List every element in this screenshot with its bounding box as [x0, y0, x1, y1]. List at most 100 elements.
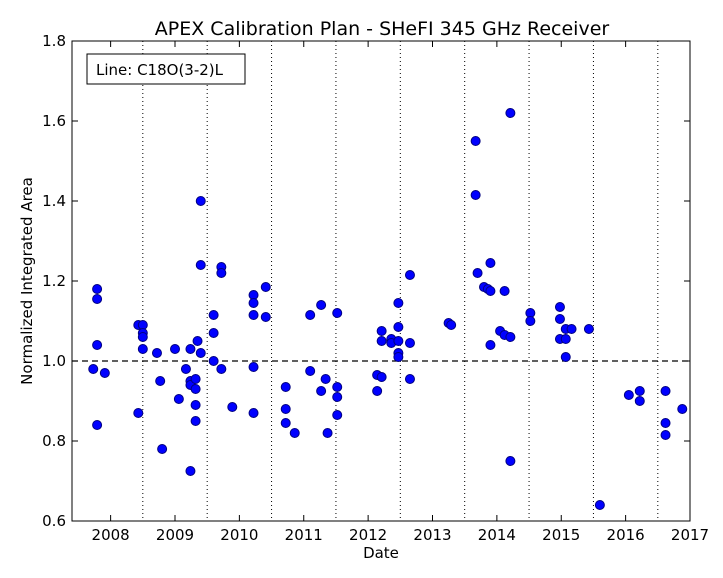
- data-point: [322, 428, 333, 438]
- data-point: [376, 372, 387, 382]
- data-point: [404, 374, 415, 384]
- data-point: [332, 392, 343, 402]
- data-point: [185, 344, 196, 354]
- data-point: [332, 410, 343, 420]
- data-point: [485, 340, 496, 350]
- y-axis-label: Normalized Integrated Area: [18, 177, 36, 385]
- data-point: [190, 416, 201, 426]
- data-point: [180, 364, 191, 374]
- data-point: [88, 364, 99, 374]
- x-tick-label: 2016: [607, 526, 645, 544]
- data-point: [137, 344, 148, 354]
- data-point: [208, 356, 219, 366]
- data-point: [316, 300, 327, 310]
- data-point: [248, 408, 259, 418]
- data-point: [393, 352, 404, 362]
- data-point: [216, 364, 227, 374]
- data-point: [248, 298, 259, 308]
- data-point: [332, 308, 343, 318]
- data-point: [99, 368, 110, 378]
- data-point: [623, 390, 634, 400]
- data-point: [660, 418, 671, 428]
- data-point: [305, 366, 316, 376]
- x-tick-label: 2012: [349, 526, 387, 544]
- data-point: [505, 332, 516, 342]
- data-point: [260, 312, 271, 322]
- data-point: [404, 338, 415, 348]
- data-point: [216, 268, 227, 278]
- data-point: [173, 394, 184, 404]
- data-point: [560, 334, 571, 344]
- data-point: [525, 316, 536, 326]
- x-tick-label: 2014: [478, 526, 516, 544]
- data-point: [170, 344, 180, 354]
- data-point: [485, 258, 496, 268]
- data-point: [190, 374, 201, 384]
- y-tick-label: 0.8: [42, 432, 66, 450]
- data-point: [289, 428, 300, 438]
- data-point: [157, 444, 168, 454]
- data-point: [280, 418, 291, 428]
- data-point: [248, 362, 259, 372]
- data-point: [92, 294, 103, 304]
- y-tick-label: 0.6: [42, 512, 66, 530]
- data-point: [634, 386, 645, 396]
- data-point: [393, 322, 404, 332]
- x-tick-label: 2011: [285, 526, 323, 544]
- data-point: [634, 396, 645, 406]
- data-point: [376, 326, 387, 336]
- plot-area: [72, 41, 690, 521]
- data-point: [260, 282, 271, 292]
- data-point: [554, 302, 565, 312]
- data-point: [393, 298, 404, 308]
- x-tick-label: 2015: [542, 526, 580, 544]
- data-point: [376, 336, 387, 346]
- data-point: [660, 430, 671, 440]
- plot-frame: [71, 40, 691, 522]
- data-point: [677, 404, 688, 414]
- data-point: [195, 260, 206, 270]
- data-point: [505, 108, 516, 118]
- y-tick-label: 1.6: [42, 112, 66, 130]
- y-ticks: 0.6 0.8 1.0 1.2 1.4 1.6 1.8: [42, 32, 690, 530]
- y-tick-label: 1.8: [42, 32, 66, 50]
- x-ticks: 2008 2009 2010 2011 2012 2013 2014 2015 2016 2017: [92, 41, 709, 544]
- data-point: [372, 386, 383, 396]
- data-point: [404, 270, 415, 280]
- data-point: [505, 456, 516, 466]
- data-point: [92, 284, 103, 294]
- x-tick-label: 2009: [156, 526, 194, 544]
- data-point: [566, 324, 577, 334]
- data-point: [185, 466, 196, 476]
- data-point: [227, 402, 238, 412]
- data-point: [560, 352, 571, 362]
- legend-box: Line: C18O(3-2)L: [86, 53, 246, 85]
- data-point: [133, 408, 144, 418]
- data-point: [305, 310, 316, 320]
- data-point: [208, 310, 219, 320]
- data-point: [594, 500, 605, 510]
- data-point: [472, 268, 483, 278]
- y-tick-label: 1.0: [42, 352, 66, 370]
- data-point: [485, 286, 496, 296]
- data-point: [280, 404, 291, 414]
- vertical-dotted-lines: [142, 41, 659, 521]
- x-tick-label: 2008: [92, 526, 130, 544]
- data-point: [280, 382, 291, 392]
- data-point: [470, 190, 481, 200]
- data-point: [208, 328, 219, 338]
- legend-text: Line: C18O(3-2)L: [96, 61, 224, 79]
- y-tick-label: 1.4: [42, 192, 66, 210]
- data-point: [192, 336, 203, 346]
- data-point: [155, 376, 166, 386]
- chart-title: APEX Calibration Plan - SHeFI 345 GHz Re…: [155, 18, 610, 40]
- data-point: [92, 340, 103, 350]
- x-tick-label: 2017: [671, 526, 709, 544]
- data-point: [316, 386, 327, 396]
- x-axis-label: Date: [363, 544, 399, 562]
- x-tick-label: 2010: [220, 526, 258, 544]
- data-point: [446, 320, 457, 330]
- data-point: [92, 420, 103, 430]
- data-point: [583, 324, 594, 334]
- data-point: [332, 382, 343, 392]
